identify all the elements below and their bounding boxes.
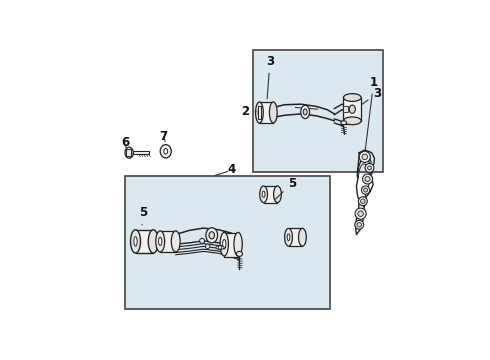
Bar (289, 228, 302, 246)
Ellipse shape (256, 102, 263, 123)
Bar (343, 107, 347, 112)
Bar (126, 149, 131, 156)
Ellipse shape (222, 239, 226, 249)
Ellipse shape (156, 231, 165, 252)
Ellipse shape (303, 109, 307, 115)
Ellipse shape (234, 233, 242, 256)
Circle shape (359, 151, 370, 162)
Ellipse shape (262, 191, 265, 197)
Bar (252, 50, 383, 172)
Bar (125, 176, 330, 309)
Circle shape (357, 222, 362, 227)
Ellipse shape (343, 117, 361, 125)
Ellipse shape (301, 105, 310, 118)
Ellipse shape (127, 150, 131, 155)
Ellipse shape (237, 251, 243, 256)
Bar (160, 231, 176, 252)
Ellipse shape (258, 108, 261, 117)
Bar (136, 230, 153, 253)
Circle shape (355, 208, 366, 219)
Bar (224, 233, 238, 257)
Text: 7: 7 (160, 130, 168, 143)
Circle shape (355, 220, 364, 229)
Bar (259, 102, 273, 123)
Circle shape (361, 199, 365, 203)
Ellipse shape (285, 228, 293, 246)
Bar (133, 151, 148, 154)
Ellipse shape (349, 105, 355, 113)
Ellipse shape (164, 149, 168, 154)
Circle shape (219, 246, 222, 249)
Ellipse shape (125, 147, 133, 158)
Ellipse shape (341, 121, 346, 125)
Bar (258, 107, 261, 118)
Text: 6: 6 (122, 136, 130, 149)
Bar (264, 186, 277, 203)
Ellipse shape (160, 145, 172, 158)
Ellipse shape (260, 186, 268, 203)
Ellipse shape (343, 94, 361, 102)
Text: 5: 5 (275, 177, 296, 199)
Circle shape (364, 188, 368, 192)
Circle shape (365, 163, 374, 172)
Circle shape (363, 174, 372, 184)
Ellipse shape (209, 232, 215, 239)
Text: 3: 3 (266, 55, 274, 99)
Ellipse shape (159, 237, 162, 246)
Circle shape (199, 238, 204, 243)
Circle shape (358, 211, 364, 216)
Text: 2: 2 (242, 105, 256, 118)
Ellipse shape (298, 228, 306, 246)
Ellipse shape (172, 231, 180, 252)
Text: 1: 1 (365, 76, 378, 151)
Ellipse shape (134, 237, 137, 246)
Ellipse shape (206, 228, 218, 243)
Circle shape (368, 166, 371, 170)
Circle shape (205, 244, 210, 249)
Ellipse shape (270, 102, 277, 123)
Text: 5: 5 (140, 206, 147, 225)
Ellipse shape (273, 186, 281, 203)
Circle shape (365, 176, 370, 181)
Text: 3: 3 (362, 87, 381, 105)
Ellipse shape (148, 230, 158, 253)
Text: 4: 4 (227, 163, 236, 176)
Ellipse shape (130, 230, 141, 253)
Ellipse shape (216, 246, 224, 249)
Circle shape (362, 154, 368, 159)
Ellipse shape (220, 233, 228, 256)
Circle shape (358, 197, 368, 206)
Ellipse shape (287, 234, 290, 240)
Circle shape (362, 186, 370, 194)
Bar (343, 98, 361, 121)
